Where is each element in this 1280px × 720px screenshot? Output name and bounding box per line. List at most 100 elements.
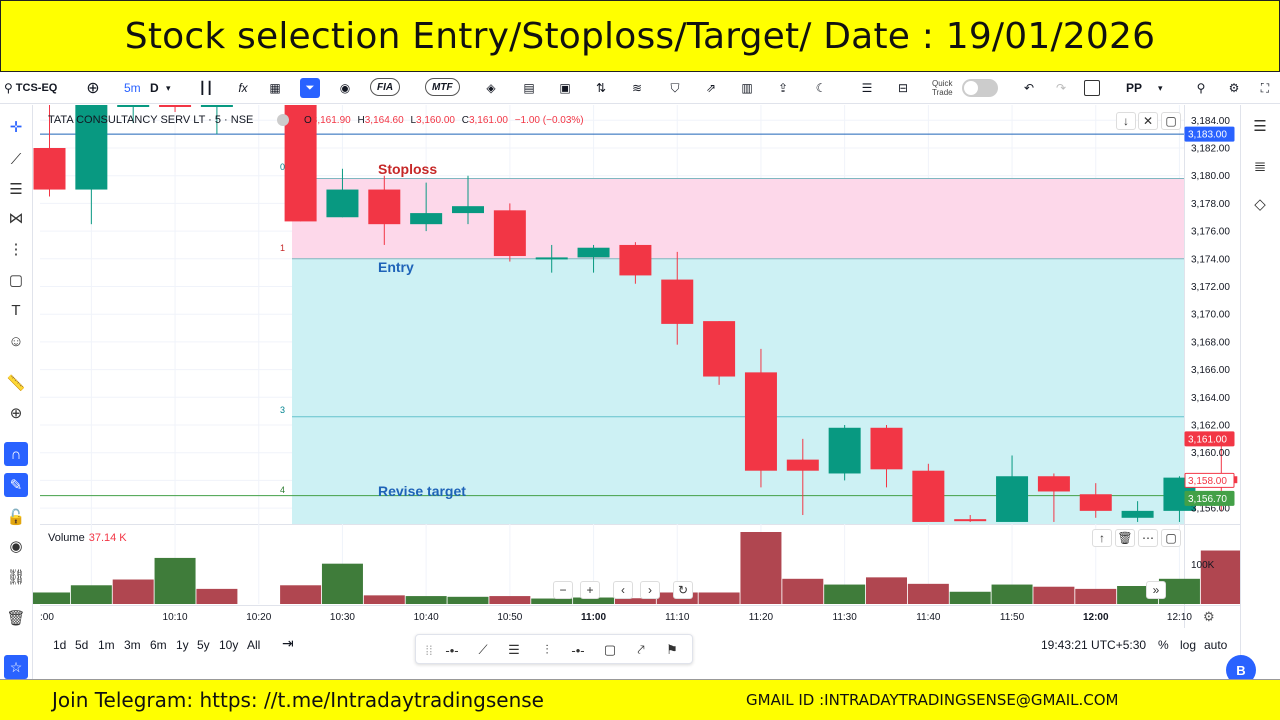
remove-tool[interactable]: 🗑	[4, 606, 28, 630]
templates-button[interactable]: ▦	[266, 78, 284, 98]
title-banner: Stock selection Entry/Stoploss/Target/ D…	[0, 0, 1280, 72]
prediction-tool[interactable]: ⋮	[4, 237, 28, 261]
range-5d[interactable]: 5d	[75, 638, 89, 652]
calendar-button[interactable]: ▤	[520, 78, 538, 98]
range-6m[interactable]: 6m	[150, 638, 167, 652]
theme-button[interactable]: ☾	[812, 78, 830, 98]
time-settings-icon[interactable]: ⚙	[1203, 609, 1215, 624]
interval-dropdown[interactable]: ▾	[166, 78, 171, 98]
zoom-tool[interactable]: ⊕	[4, 401, 28, 425]
scroll-latest-button[interactable]: »	[1146, 581, 1166, 599]
trend-line-tool[interactable]: ⟋	[474, 641, 492, 659]
parallel-channel-tool[interactable]: ☰	[505, 641, 523, 659]
price-tick-label: 3,164.00	[1191, 393, 1230, 404]
reset-button[interactable]: ↻	[673, 581, 693, 599]
settings-button[interactable]: ⚙	[1225, 78, 1243, 98]
rectangle-tool[interactable]: ▢	[601, 641, 619, 659]
goto-date-button[interactable]: ⇥	[282, 635, 294, 652]
redo-button[interactable]: ↷	[1052, 78, 1070, 98]
range-1d[interactable]: 1d	[53, 638, 67, 652]
settings-panel-button[interactable]: ☰	[858, 78, 876, 98]
compare-button[interactable]: ⇅	[592, 78, 610, 98]
scroll-right-button[interactable]: ›	[640, 581, 660, 599]
log-toggle[interactable]: log	[1180, 638, 1197, 652]
vol-more-button[interactable]: ⋯	[1138, 529, 1158, 547]
fia-button[interactable]: FIA	[370, 78, 401, 96]
right-sidebar: ☰ ≣ ◇	[1240, 105, 1280, 679]
export-button[interactable]: ⇪	[774, 78, 792, 98]
vol-maximize-button[interactable]: ▢	[1161, 529, 1181, 547]
horizontal-ray-tool[interactable]: -•-	[443, 641, 461, 659]
range-10y[interactable]: 10y	[219, 638, 239, 652]
crosshair-tool[interactable]: ✛	[4, 115, 28, 139]
indicators-button[interactable]: fx	[234, 78, 252, 98]
shield-button[interactable]: ⛉	[666, 78, 684, 98]
pattern-tool[interactable]: ⋈	[4, 206, 28, 230]
shape-tool[interactable]: ▢	[4, 268, 28, 292]
undo-button[interactable]: ↶	[1020, 78, 1038, 98]
chart-panel-button[interactable]: ▥	[738, 78, 756, 98]
alert-search-button[interactable]: ⚲	[1192, 78, 1210, 98]
range-3m[interactable]: 3m	[124, 638, 141, 652]
volume-bar	[698, 592, 740, 604]
measure-tool[interactable]: 📏	[4, 371, 28, 395]
percent-toggle[interactable]: %	[1158, 638, 1169, 652]
scroll-left-button[interactable]: ‹	[613, 581, 633, 599]
pp-button[interactable]: PP	[1126, 78, 1142, 98]
interval-button[interactable]: 5m	[124, 78, 141, 98]
range-5y[interactable]: 5y	[197, 638, 210, 652]
horizontal-line-tool[interactable]: -•-	[569, 641, 587, 659]
zoom-out-button[interactable]: −	[553, 581, 573, 599]
pp-dropdown[interactable]: ▾	[1158, 78, 1163, 98]
range-1y[interactable]: 1y	[176, 638, 189, 652]
stack-button[interactable]: ≋	[628, 78, 646, 98]
chart-type-button[interactable]: ┃┃	[197, 78, 215, 98]
range-all[interactable]: All	[247, 638, 261, 652]
pane-close-button[interactable]: ✕	[1138, 112, 1158, 130]
filter-button[interactable]: ⏷	[300, 78, 320, 98]
screen-button[interactable]: ▣	[556, 78, 574, 98]
path-tool[interactable]: ⤤	[632, 641, 650, 659]
quick-trade-toggle[interactable]	[962, 79, 998, 97]
add-symbol-button[interactable]: ⊕	[84, 78, 102, 98]
prediction-icon: ⋮	[8, 241, 24, 258]
zoom-in-button[interactable]: +	[580, 581, 600, 599]
search-icon: ⚲	[1196, 81, 1206, 95]
stay-drawing-tool[interactable]: ✎	[4, 473, 28, 497]
lock-tool[interactable]: 🔓	[4, 505, 28, 529]
link-icon: ⛓	[6, 569, 26, 586]
layout-button[interactable]	[1084, 80, 1100, 96]
favorites-button[interactable]: ☆	[4, 655, 28, 679]
pane-maximize-button[interactable]: ▢	[1161, 112, 1181, 130]
external-link-button[interactable]: ⇗	[702, 78, 720, 98]
visibility-button[interactable]: ◉	[336, 78, 354, 98]
time-tick-label: 11:50	[1000, 612, 1025, 623]
link-tool[interactable]: ⛓	[4, 565, 28, 589]
layers-button[interactable]: ◇	[1248, 193, 1272, 215]
vertical-line-tool[interactable]: ⫶	[538, 641, 556, 659]
gmail-text: GMAIL ID :INTRADAYTRADINGSENSE@GMAIL.COM	[746, 691, 1119, 709]
magnet-tool[interactable]: ∩	[4, 442, 28, 466]
options-button[interactable]: ⊟	[894, 78, 912, 98]
fib-tool[interactable]: ☰	[4, 177, 28, 201]
box-button[interactable]: ◈	[482, 78, 500, 98]
auto-toggle[interactable]: auto	[1204, 638, 1228, 652]
drag-handle[interactable]: ⁞⁞	[420, 641, 438, 659]
text-tool[interactable]: T	[4, 298, 28, 322]
line-tool[interactable]: ⟋	[4, 147, 28, 171]
pane-down-button[interactable]: ↓	[1116, 112, 1136, 130]
symbol-search[interactable]: ⚲ TCS-EQ	[4, 78, 57, 98]
vol-delete-button[interactable]: 🗑	[1115, 529, 1135, 547]
range-1m[interactable]: 1m	[98, 638, 115, 652]
flag-tool[interactable]: ⚑	[663, 641, 681, 659]
alerts-button[interactable]: ≣	[1248, 155, 1272, 177]
vol-up-button[interactable]: ↑	[1092, 529, 1112, 547]
fullscreen-button[interactable]: ⛶	[1256, 78, 1274, 98]
candle-body	[870, 427, 903, 470]
hide-tool[interactable]: ◉	[4, 534, 28, 558]
emoji-tool[interactable]: ☺	[4, 329, 28, 353]
mtf-button[interactable]: MTF	[425, 78, 460, 96]
watchlist-button[interactable]: ☰	[1248, 115, 1272, 137]
interval-d-button[interactable]: D	[150, 78, 159, 98]
